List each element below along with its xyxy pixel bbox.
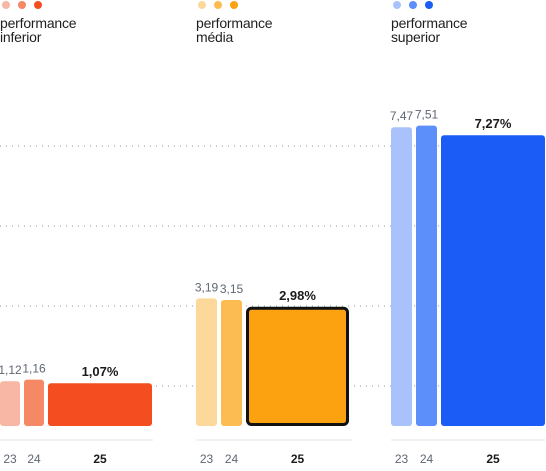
- bar-value-label: 7,51: [415, 108, 439, 122]
- group-title-line1: performance: [391, 15, 468, 31]
- bar-value-label: 7,27%: [475, 116, 512, 131]
- bar: [246, 306, 349, 426]
- color-dot: [425, 1, 433, 9]
- category-label: 25: [93, 452, 107, 466]
- group-title: performance média: [196, 15, 273, 45]
- bar: [196, 298, 217, 426]
- category-label: 24: [420, 452, 434, 466]
- bar: [221, 300, 242, 426]
- bar-value-label: 1,16: [22, 362, 46, 376]
- group-title-line2: inferior: [0, 29, 42, 45]
- group-title: performance superior: [391, 15, 468, 45]
- bar: [24, 379, 44, 426]
- color-dot: [34, 1, 42, 9]
- bar: [441, 135, 545, 426]
- bar-value-label: 3,15: [220, 282, 244, 296]
- color-dot: [393, 1, 401, 9]
- bar-value-label: 7,47: [390, 109, 414, 123]
- category-label: 23: [395, 452, 409, 466]
- category-label: 24: [27, 452, 41, 466]
- bar: [416, 125, 437, 426]
- color-dot: [2, 1, 10, 9]
- color-dot: [18, 1, 26, 9]
- category-label: 25: [486, 452, 500, 466]
- bar-value-label: 1,12: [0, 363, 22, 377]
- group-title-line2: superior: [391, 29, 440, 45]
- bar-value-label: 1,07%: [82, 364, 119, 379]
- bar-value-label: 2,98%: [279, 288, 316, 303]
- bar: [48, 383, 152, 426]
- category-label: 23: [3, 452, 17, 466]
- bar-value-label: 3,19: [195, 280, 219, 294]
- color-dot: [198, 1, 206, 9]
- bar: [391, 127, 412, 426]
- color-dot: [214, 1, 222, 9]
- color-dot: [409, 1, 417, 9]
- color-dot: [230, 1, 238, 9]
- category-label: 23: [200, 452, 214, 466]
- bar: [0, 381, 20, 426]
- group-title-line2: média: [196, 29, 234, 45]
- group-title: performance inferior: [0, 15, 77, 45]
- category-label: 25: [291, 452, 305, 466]
- group-title-line1: performance: [196, 15, 273, 31]
- category-label: 24: [225, 452, 239, 466]
- group-title-line1: performance: [0, 15, 77, 31]
